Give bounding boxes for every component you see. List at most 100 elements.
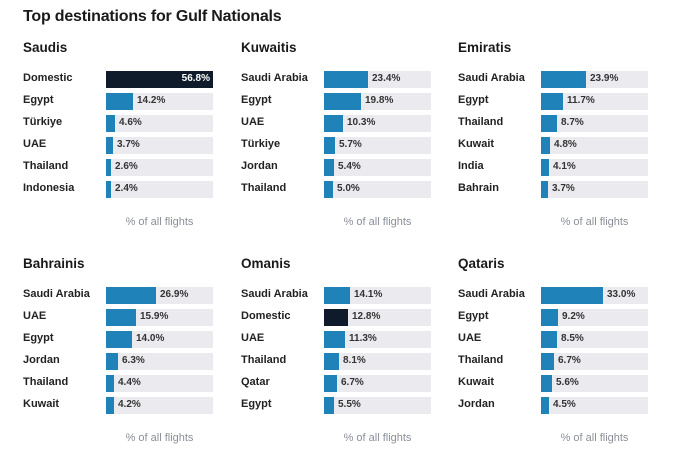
value-label: 5.0% (337, 183, 360, 194)
bar-row: Kuwait 4.8% (458, 137, 668, 154)
category-label: UAE (458, 332, 482, 344)
bar (106, 375, 114, 392)
bar-track: 8.7% (541, 115, 648, 132)
category-label: Bahrain (458, 182, 499, 194)
bar (324, 159, 334, 176)
bar-row: Egypt 5.5% (241, 397, 451, 414)
bar-track: 14.2% (106, 93, 213, 110)
axis-label: % of all flights (125, 216, 194, 228)
bar (541, 159, 549, 176)
value-label: 23.9% (590, 73, 619, 84)
bar-row: Thailand 5.0% (241, 181, 451, 198)
category-label: Thailand (458, 354, 504, 366)
bar (106, 181, 111, 198)
bar-row: Thailand 2.6% (23, 159, 233, 176)
bar-track: 4.2% (106, 397, 213, 414)
bar-row: Bahrain 3.7% (458, 181, 668, 198)
category-label: Egypt (241, 398, 272, 410)
bar-row: Indonesia 2.4% (23, 181, 233, 198)
bar-row: Türkiye 5.7% (241, 137, 451, 154)
bar-track: 33.0% (541, 287, 648, 304)
bar-track: 5.0% (324, 181, 431, 198)
bar-track: 11.7% (541, 93, 648, 110)
panel-title: Saudis (23, 40, 68, 55)
panel-saudis: Saudis Domestic 56.8% Egypt 14.2% Türkiye 4.6%… (23, 40, 233, 245)
bar-track: 8.5% (541, 331, 648, 348)
category-label: Jordan (458, 398, 495, 410)
panel-title: Qataris (458, 256, 505, 271)
value-label: 19.8% (365, 95, 394, 106)
category-label: UAE (23, 138, 47, 150)
bar (106, 353, 118, 370)
bar (324, 353, 339, 370)
bar (324, 71, 368, 88)
value-label: 2.4% (115, 183, 138, 194)
bar (324, 93, 361, 110)
value-label: 8.5% (561, 333, 584, 344)
category-label: Saudi Arabia (458, 288, 525, 300)
bar (541, 331, 557, 348)
category-label: Thailand (23, 376, 69, 388)
axis-label: % of all flights (560, 432, 629, 444)
bar-row: UAE 11.3% (241, 331, 451, 348)
category-label: Domestic (241, 310, 291, 322)
value-label: 5.6% (556, 377, 579, 388)
value-label: 23.4% (372, 73, 401, 84)
bar-row: UAE 8.5% (458, 331, 668, 348)
value-label: 6.7% (341, 377, 364, 388)
bar (324, 287, 350, 304)
category-label: Thailand (458, 116, 504, 128)
value-label: 4.8% (554, 139, 577, 150)
bar-track: 3.7% (106, 137, 213, 154)
axis-label: % of all flights (343, 432, 412, 444)
bar-track: 6.7% (541, 353, 648, 370)
value-label: 6.7% (558, 355, 581, 366)
bar (324, 397, 334, 414)
category-label: Indonesia (23, 182, 75, 194)
value-label: 3.7% (117, 139, 140, 150)
bar-track: 12.8% (324, 309, 431, 326)
category-label: Jordan (241, 160, 278, 172)
value-label: 8.7% (561, 117, 584, 128)
value-label: 5.4% (338, 161, 361, 172)
bar-track: 23.9% (541, 71, 648, 88)
panel-title: Omanis (241, 256, 291, 271)
bar-track: 19.8% (324, 93, 431, 110)
bar-track: 6.3% (106, 353, 213, 370)
bar-row: Saudi Arabia 14.1% (241, 287, 451, 304)
chart-title: Top destinations for Gulf Nationals (23, 8, 282, 25)
value-label: 4.2% (118, 399, 141, 410)
panel-kuwaitis: Kuwaitis Saudi Arabia 23.4% Egypt 19.8% UAE 10… (241, 40, 451, 245)
bar-track: 11.3% (324, 331, 431, 348)
bar (541, 309, 558, 326)
bar-row: Egypt 11.7% (458, 93, 668, 110)
bar-row: Saudi Arabia 33.0% (458, 287, 668, 304)
bar (106, 115, 115, 132)
bar-track: 56.8% (106, 71, 213, 88)
bar-track: 14.0% (106, 331, 213, 348)
panel-bahrainis: Bahrainis Saudi Arabia 26.9% UAE 15.9% Egypt 1… (23, 256, 233, 461)
category-label: Egypt (241, 94, 272, 106)
bar (541, 93, 563, 110)
bar-track: 3.7% (541, 181, 648, 198)
value-label: 14.2% (137, 95, 166, 106)
value-label: 33.0% (607, 289, 636, 300)
bar-row: Kuwait 4.2% (23, 397, 233, 414)
panel-title: Bahrainis (23, 256, 85, 271)
panel-qataris: Qataris Saudi Arabia 33.0% Egypt 9.2% UAE 8.5%… (458, 256, 668, 461)
axis-label: % of all flights (343, 216, 412, 228)
value-label: 9.2% (562, 311, 585, 322)
category-label: Egypt (23, 332, 54, 344)
bar-track: 5.6% (541, 375, 648, 392)
value-label: 26.9% (160, 289, 189, 300)
bar (324, 309, 348, 326)
bar-track: 4.6% (106, 115, 213, 132)
value-label: 3.7% (552, 183, 575, 194)
bar-row: Jordan 6.3% (23, 353, 233, 370)
category-label: Türkiye (241, 138, 281, 150)
bar-row: Egypt 9.2% (458, 309, 668, 326)
bar (541, 375, 552, 392)
category-label: India (458, 160, 484, 172)
bar (106, 397, 114, 414)
category-label: Thailand (241, 182, 287, 194)
